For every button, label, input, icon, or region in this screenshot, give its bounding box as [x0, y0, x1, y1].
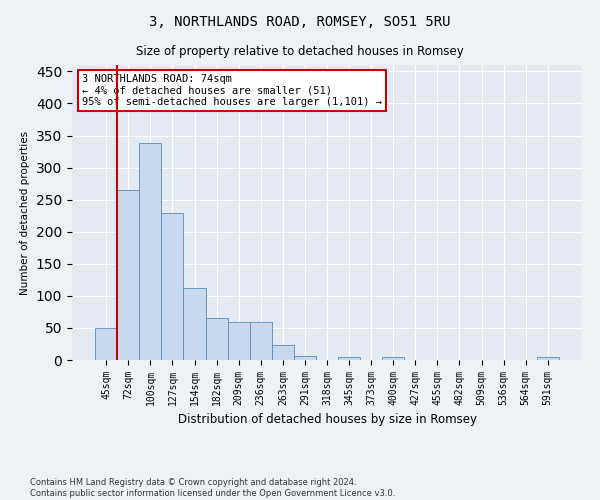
Bar: [537, 358, 559, 360]
Bar: [161, 212, 184, 360]
X-axis label: Distribution of detached houses by size in Romsey: Distribution of detached houses by size …: [178, 414, 476, 426]
Bar: [117, 190, 139, 360]
Bar: [206, 318, 227, 360]
Text: Contains HM Land Registry data © Crown copyright and database right 2024.
Contai: Contains HM Land Registry data © Crown c…: [30, 478, 395, 498]
Bar: [95, 328, 117, 360]
Bar: [382, 358, 404, 360]
Bar: [184, 288, 206, 360]
Text: Size of property relative to detached houses in Romsey: Size of property relative to detached ho…: [136, 45, 464, 58]
Bar: [294, 356, 316, 360]
Bar: [139, 143, 161, 360]
Bar: [250, 322, 272, 360]
Bar: [338, 358, 360, 360]
Y-axis label: Number of detached properties: Number of detached properties: [20, 130, 31, 294]
Text: 3, NORTHLANDS ROAD, ROMSEY, SO51 5RU: 3, NORTHLANDS ROAD, ROMSEY, SO51 5RU: [149, 15, 451, 29]
Text: 3 NORTHLANDS ROAD: 74sqm
← 4% of detached houses are smaller (51)
95% of semi-de: 3 NORTHLANDS ROAD: 74sqm ← 4% of detache…: [82, 74, 382, 107]
Bar: [227, 322, 250, 360]
Bar: [272, 345, 294, 360]
